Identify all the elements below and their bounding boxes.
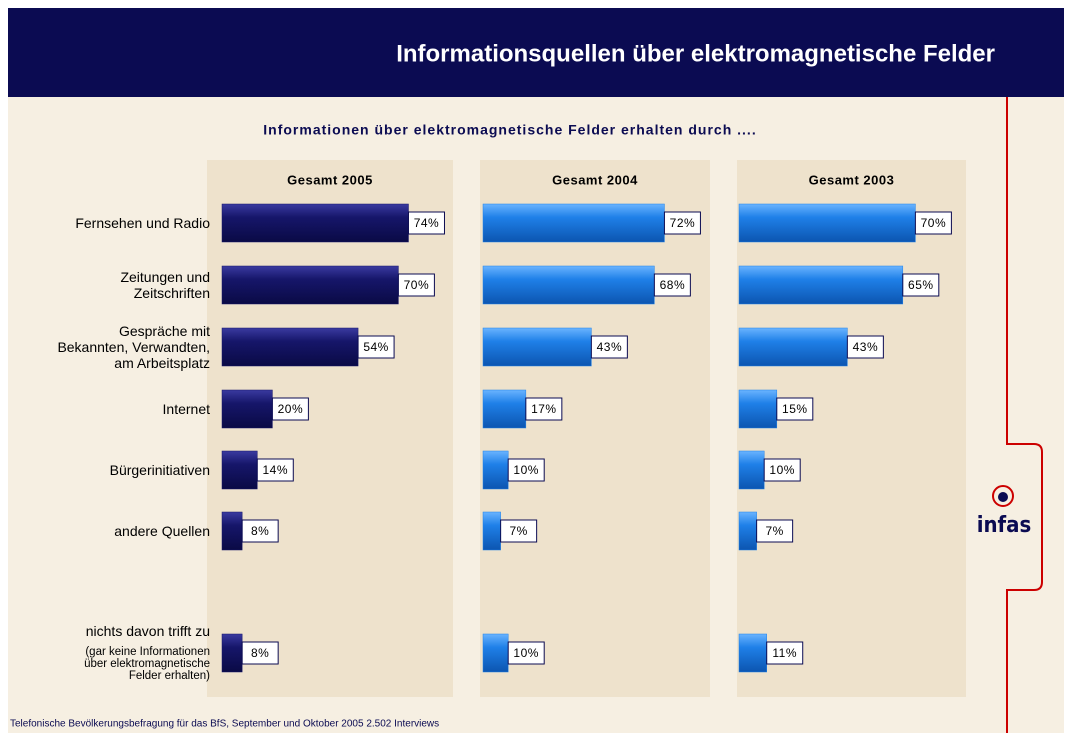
bar [221, 633, 243, 673]
value-label: 65% [908, 278, 934, 292]
value-label: 8% [251, 646, 269, 660]
value-label-box [271, 397, 309, 421]
category-label: Bürgerinitiativen [109, 462, 210, 478]
frame-line [1006, 97, 1043, 733]
bar [221, 511, 243, 551]
value-label: 14% [263, 463, 289, 477]
value-label: 74% [414, 216, 440, 230]
bar [482, 633, 509, 673]
value-label: 10% [513, 646, 539, 660]
value-label: 15% [782, 402, 808, 416]
bar [482, 450, 509, 490]
value-label: 70% [404, 278, 430, 292]
bar [221, 450, 258, 490]
value-label: 20% [278, 402, 304, 416]
value-label-box [776, 397, 814, 421]
value-label: 10% [513, 463, 539, 477]
value-label-box [407, 211, 445, 235]
value-label-box [766, 641, 804, 665]
value-label-box [590, 335, 628, 359]
bar [738, 203, 916, 243]
logo-text: infas [977, 513, 1032, 538]
logo-mark [992, 485, 1014, 507]
category-label: Fernsehen und Radio [75, 215, 210, 231]
bar [738, 511, 757, 551]
value-label-box [914, 211, 952, 235]
value-label: 7% [509, 524, 527, 538]
value-label-box [397, 273, 435, 297]
value-label-box [663, 211, 701, 235]
category-label: Gespräche mit Bekannten, Verwandten, am … [57, 323, 210, 371]
bar [738, 327, 848, 367]
bar [482, 203, 665, 243]
panel-background [480, 160, 710, 697]
value-label-box [507, 458, 545, 482]
value-label-box [357, 335, 395, 359]
value-label-box [902, 273, 940, 297]
value-label-box [241, 641, 279, 665]
category-label: nichts davon trifft zu [85, 623, 210, 639]
panel-background [737, 160, 966, 697]
value-label-box [241, 519, 279, 543]
bar [482, 265, 655, 305]
bar [221, 203, 409, 243]
category-label: Zeitungen und Zeitschriften [120, 269, 210, 301]
header-band [8, 8, 1064, 97]
category-label: Internet [162, 401, 210, 417]
footer: Telefonische Bevölkerungsbefragung für d… [10, 719, 439, 730]
value-label-box [256, 458, 294, 482]
value-label: 8% [251, 524, 269, 538]
panel-background [207, 160, 453, 697]
bar [221, 389, 273, 429]
page-title: Informationsquellen über elektromagnetis… [396, 40, 995, 67]
bar [482, 511, 501, 551]
value-label: 43% [597, 340, 623, 354]
category-note: (gar keine Informationen über elektromag… [84, 646, 210, 682]
value-label-box [763, 458, 801, 482]
value-label-box [500, 519, 538, 543]
logo-mark [998, 492, 1008, 502]
value-label: 10% [769, 463, 795, 477]
value-label-box [525, 397, 563, 421]
panel-title: Gesamt 2003 [809, 172, 895, 187]
bar [482, 389, 527, 429]
chart-title: Informationen über elektromagnetische Fe… [263, 122, 756, 138]
value-label: 70% [921, 216, 947, 230]
bar [738, 450, 765, 490]
bar [738, 265, 904, 305]
value-label-box [507, 641, 545, 665]
panel-title: Gesamt 2005 [287, 172, 373, 187]
value-label: 7% [765, 524, 783, 538]
value-label: 11% [772, 646, 797, 660]
bar [738, 633, 767, 673]
value-label: 72% [670, 216, 696, 230]
value-label: 43% [853, 340, 879, 354]
value-label: 54% [363, 340, 389, 354]
value-label-box [756, 519, 794, 543]
category-label: andere Quellen [114, 523, 210, 539]
panel-title: Gesamt 2004 [552, 172, 638, 187]
bar [221, 327, 359, 367]
bar [482, 327, 592, 367]
value-label-box [653, 273, 691, 297]
value-label: 17% [531, 402, 557, 416]
value-label-box [846, 335, 884, 359]
bar [221, 265, 399, 305]
bar [738, 389, 778, 429]
value-label: 68% [660, 278, 686, 292]
